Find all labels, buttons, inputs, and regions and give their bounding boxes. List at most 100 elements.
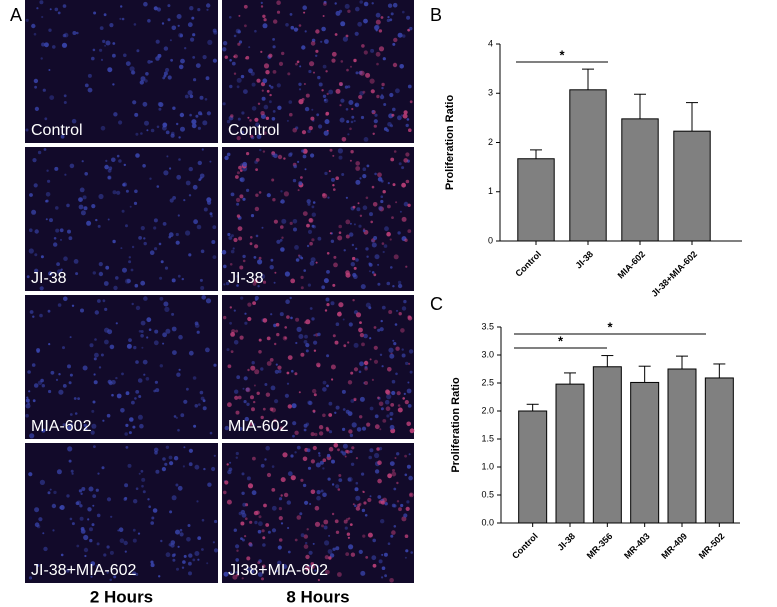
cell bbox=[355, 6, 360, 12]
cell bbox=[282, 564, 288, 569]
cell bbox=[395, 346, 400, 351]
cell bbox=[164, 266, 169, 270]
cell bbox=[403, 110, 408, 115]
cell bbox=[48, 389, 52, 394]
cell bbox=[377, 478, 382, 484]
cell bbox=[305, 554, 310, 560]
cell bbox=[360, 115, 365, 120]
cell bbox=[197, 160, 202, 166]
cell bbox=[122, 182, 128, 187]
cell bbox=[337, 488, 341, 491]
cell bbox=[271, 151, 276, 156]
cell bbox=[340, 21, 346, 27]
cell bbox=[229, 15, 232, 19]
cell bbox=[395, 201, 398, 204]
cell bbox=[249, 242, 253, 246]
cell bbox=[301, 45, 306, 50]
cell bbox=[147, 19, 151, 23]
cell bbox=[308, 400, 313, 406]
cell bbox=[230, 234, 234, 238]
cell bbox=[188, 194, 192, 197]
cell bbox=[52, 529, 55, 532]
cell bbox=[177, 428, 180, 432]
cell bbox=[323, 278, 329, 284]
cell bbox=[104, 339, 109, 345]
cell bbox=[286, 500, 291, 505]
cell bbox=[245, 387, 251, 393]
cell bbox=[365, 196, 369, 200]
cell bbox=[369, 495, 372, 498]
cell bbox=[124, 483, 129, 488]
cell bbox=[355, 247, 358, 250]
cell bbox=[193, 424, 197, 428]
significance-mark: * bbox=[559, 47, 565, 62]
cell bbox=[204, 98, 208, 101]
cell bbox=[381, 242, 385, 245]
cell bbox=[63, 101, 67, 104]
cell bbox=[83, 423, 87, 427]
cell bbox=[229, 59, 232, 62]
cell bbox=[235, 197, 241, 203]
cell bbox=[237, 395, 242, 400]
cell bbox=[342, 427, 346, 431]
cell bbox=[47, 179, 51, 183]
cell bbox=[353, 223, 356, 226]
cell bbox=[162, 222, 167, 226]
cell bbox=[410, 551, 414, 554]
cell bbox=[347, 9, 351, 13]
cell bbox=[338, 224, 343, 229]
cell bbox=[314, 521, 321, 527]
cell bbox=[189, 94, 194, 99]
panel-letter: A bbox=[10, 5, 22, 25]
cell bbox=[334, 519, 339, 524]
cell bbox=[258, 350, 262, 354]
cell bbox=[337, 448, 340, 452]
cell bbox=[121, 372, 124, 376]
cell bbox=[397, 231, 401, 235]
cell bbox=[206, 8, 209, 11]
cell bbox=[402, 10, 405, 14]
cell bbox=[191, 16, 195, 20]
cell bbox=[396, 481, 399, 485]
cell bbox=[408, 362, 411, 365]
cell bbox=[328, 89, 334, 95]
cell bbox=[165, 130, 170, 135]
cell bbox=[266, 336, 271, 341]
cell bbox=[150, 560, 154, 564]
cell bbox=[345, 196, 348, 199]
cell bbox=[358, 549, 363, 555]
cell bbox=[273, 219, 278, 224]
cell bbox=[345, 552, 350, 556]
cell bbox=[141, 484, 144, 488]
cell bbox=[55, 228, 60, 233]
cell bbox=[272, 110, 276, 113]
cell bbox=[233, 54, 238, 59]
cell bbox=[366, 164, 370, 168]
cell bbox=[155, 388, 160, 393]
cell bbox=[200, 396, 205, 401]
cell bbox=[205, 76, 210, 81]
cell bbox=[304, 500, 309, 505]
cell bbox=[165, 552, 171, 558]
cell bbox=[392, 107, 396, 112]
cell bbox=[49, 488, 52, 491]
cell bbox=[92, 48, 96, 52]
cell bbox=[143, 373, 146, 376]
cell bbox=[230, 332, 236, 337]
cell bbox=[186, 387, 189, 391]
cell bbox=[334, 411, 337, 414]
cell bbox=[239, 177, 245, 183]
cell bbox=[320, 40, 323, 43]
cell bbox=[89, 527, 93, 532]
cell bbox=[348, 517, 351, 520]
cell bbox=[405, 361, 409, 366]
cell bbox=[304, 334, 308, 339]
cell bbox=[300, 533, 305, 538]
cell bbox=[393, 487, 397, 491]
cell bbox=[381, 576, 384, 579]
cell bbox=[368, 262, 372, 266]
cell bbox=[407, 229, 412, 234]
cell bbox=[26, 275, 30, 279]
cell bbox=[91, 423, 97, 429]
cell bbox=[149, 177, 152, 180]
